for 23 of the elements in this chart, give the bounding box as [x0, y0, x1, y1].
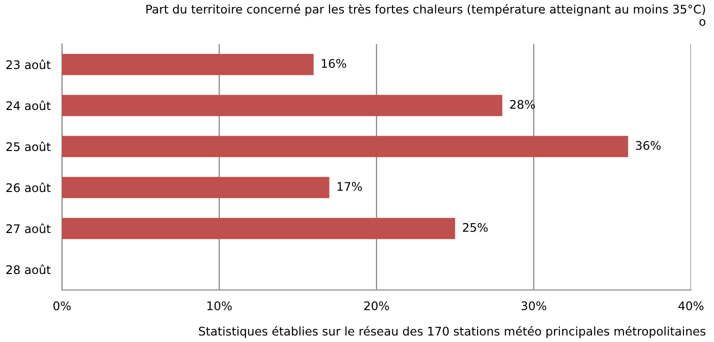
- data-label: 36%: [636, 140, 661, 150]
- bar: [62, 218, 456, 240]
- x-tick-label: 20%: [364, 301, 389, 310]
- x-tick-label: 10%: [207, 301, 232, 310]
- y-tick-label: 28 août: [6, 264, 51, 274]
- bar: [62, 94, 502, 116]
- bar: [62, 176, 330, 198]
- x-tick-label: 0%: [53, 301, 71, 310]
- bar: [62, 136, 628, 158]
- data-label: 28%: [510, 100, 535, 109]
- chart-title: Part du territoire concerné par les très fortes chaleurs (température atteignant au moins 35°C) o: [146, 4, 706, 26]
- data-label: 25%: [462, 222, 488, 232]
- x-tick-label: 40%: [678, 301, 704, 310]
- bar: [62, 54, 314, 76]
- y-tick-label: 23 août: [6, 60, 51, 70]
- data-label: 16%: [322, 58, 346, 68]
- y-tick-label: 26 août: [6, 182, 51, 192]
- y-tick-label: 25 août: [6, 142, 51, 152]
- data-label: 17%: [338, 182, 362, 191]
- x-tick-label: 30%: [522, 301, 546, 310]
- y-tick-label: 24 août: [6, 100, 51, 110]
- y-tick-label: 27 août: [6, 224, 51, 234]
- text: Statistiques établies sur le réseau des 170 stations météo principales métropolitaines: [199, 326, 706, 338]
